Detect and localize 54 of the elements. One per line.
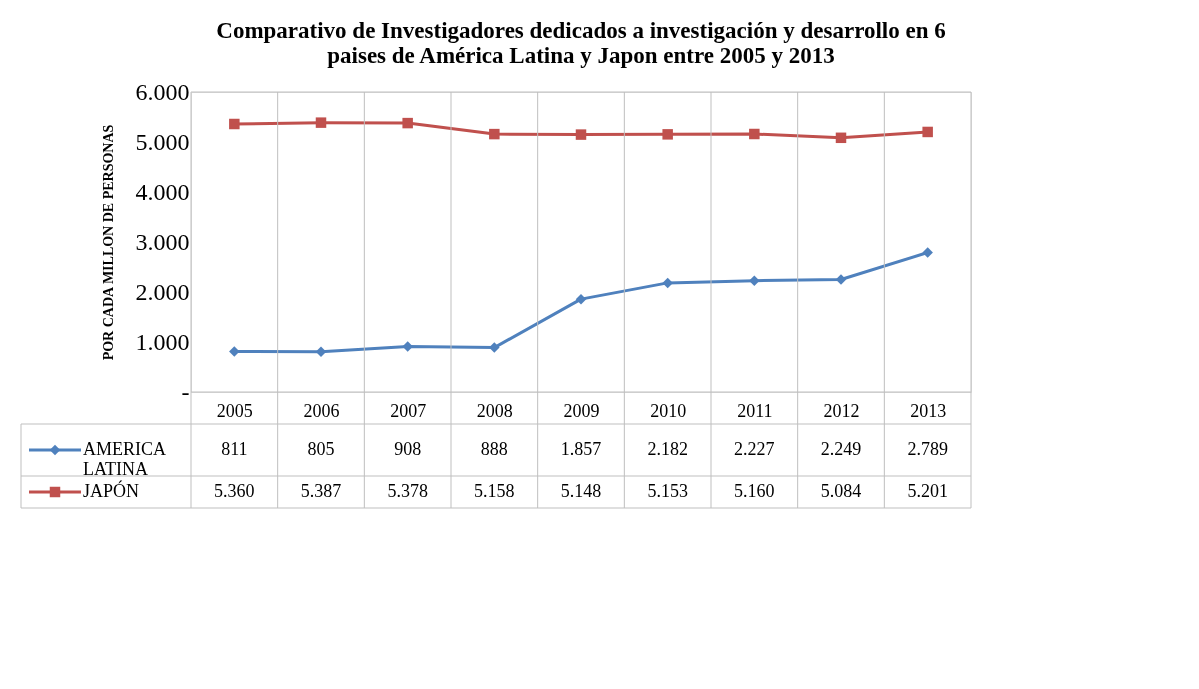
x-tick-label: 2007 bbox=[390, 400, 427, 421]
x-tick-label: 2005 bbox=[216, 400, 253, 421]
point bbox=[489, 342, 500, 353]
point bbox=[229, 118, 240, 130]
x-tick-label: 2008 bbox=[476, 400, 513, 421]
data-label: 811 bbox=[221, 439, 248, 459]
data-label: 5.158 bbox=[474, 481, 515, 501]
y-tick-label: 3.000 bbox=[135, 228, 190, 255]
data-label: 908 bbox=[394, 439, 422, 459]
y-tick-label: 4.000 bbox=[135, 178, 190, 205]
point bbox=[835, 274, 847, 285]
data-label: 2.249 bbox=[820, 439, 862, 459]
x-tick-label: 2010 bbox=[650, 400, 687, 421]
data-label: 888 bbox=[480, 439, 508, 459]
y-tick-label: 5.000 bbox=[135, 128, 190, 155]
y-tick-label: - bbox=[181, 378, 190, 405]
y-tick-label: 1.000 bbox=[135, 328, 190, 355]
data-label: 2.227 bbox=[734, 439, 775, 459]
y-tick-label: 6.000 bbox=[135, 78, 190, 105]
point bbox=[662, 129, 673, 140]
point bbox=[922, 126, 933, 138]
data-label: 1.857 bbox=[560, 439, 602, 459]
point bbox=[575, 293, 587, 305]
point bbox=[662, 277, 673, 289]
legend-label: AMERICA LATINA bbox=[83, 439, 167, 479]
x-tick-label: 2006 bbox=[303, 400, 340, 421]
data-label: 5.160 bbox=[734, 481, 775, 501]
chart-title: Comparativo de Investigadores dedicados a investigación y desarrollo en 6 paises de América Latina y Japon entre 2005 y 2013 bbox=[216, 18, 946, 68]
data-label: 5.153 bbox=[647, 481, 688, 501]
data-label: 5.201 bbox=[907, 481, 948, 501]
data-label: 5.148 bbox=[560, 481, 602, 501]
y-tick-label: 2.000 bbox=[135, 278, 190, 305]
data-label: 5.084 bbox=[820, 481, 862, 501]
point bbox=[402, 117, 413, 129]
point bbox=[315, 117, 327, 128]
point bbox=[749, 128, 760, 140]
point bbox=[922, 247, 933, 258]
data-label: 2.182 bbox=[647, 439, 688, 459]
data-label: 2.789 bbox=[907, 439, 948, 459]
data-label: 5.360 bbox=[214, 481, 255, 501]
y-axis-title: POR CADA MILLON DE PERSONAS bbox=[100, 124, 116, 361]
data-label: 5.378 bbox=[387, 481, 428, 501]
point bbox=[489, 128, 500, 140]
legend-label: JAPÓN bbox=[83, 480, 140, 501]
data-label: 5.387 bbox=[300, 481, 342, 501]
data-label: 805 bbox=[307, 439, 335, 459]
x-tick-label: 2013 bbox=[910, 400, 947, 421]
point bbox=[749, 275, 760, 286]
x-tick-label: 2009 bbox=[563, 400, 600, 421]
point bbox=[835, 132, 847, 144]
point bbox=[402, 341, 413, 352]
x-tick-label: 2012 bbox=[823, 400, 860, 421]
point bbox=[575, 129, 587, 140]
x-tick-label: 2011 bbox=[737, 400, 773, 421]
